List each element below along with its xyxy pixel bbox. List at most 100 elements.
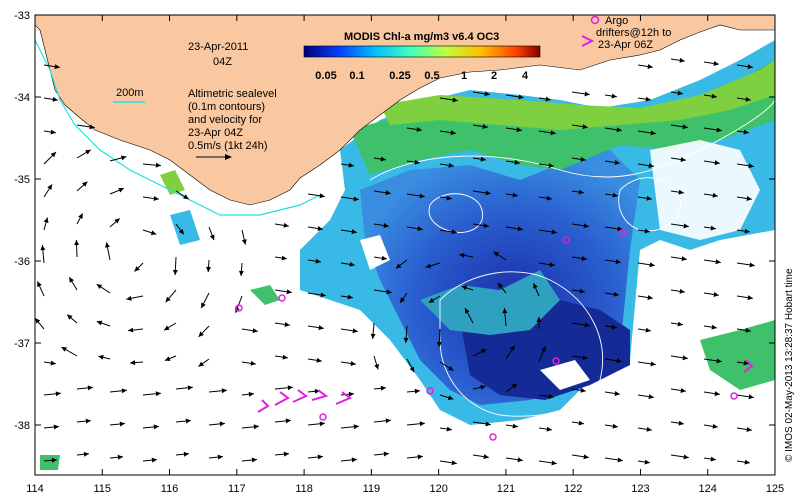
velocity-arrow bbox=[703, 391, 720, 397]
x-tick-label: 121 bbox=[497, 483, 515, 495]
velocity-arrow bbox=[670, 57, 685, 63]
velocity-arrow bbox=[571, 124, 588, 130]
velocity-arrows bbox=[35, 57, 755, 466]
velocity-arrow bbox=[373, 255, 387, 261]
velocity-arrow bbox=[373, 355, 379, 370]
velocity-arrow bbox=[439, 130, 456, 136]
velocity-arrow bbox=[43, 151, 57, 165]
velocity-arrow bbox=[703, 192, 718, 198]
velocity-arrow bbox=[472, 384, 486, 390]
velocity-arrow bbox=[505, 192, 518, 198]
velocity-arrow bbox=[104, 242, 111, 261]
plot-frame bbox=[34, 14, 776, 476]
velocity-arrow bbox=[340, 328, 358, 334]
date-label: 23-Apr-2011 bbox=[188, 41, 248, 53]
velocity-arrow bbox=[406, 193, 425, 199]
velocity-arrow bbox=[128, 327, 144, 333]
velocity-arrow bbox=[241, 360, 256, 366]
velocity-arrow bbox=[604, 457, 623, 463]
argo-drifters bbox=[235, 229, 738, 441]
velocity-arrow bbox=[208, 454, 223, 460]
velocity-arrow bbox=[538, 426, 552, 432]
velocity-arrow bbox=[241, 229, 247, 245]
velocity-arrow bbox=[43, 96, 58, 102]
velocity-scale-arrow bbox=[196, 154, 232, 160]
velocity-arrow bbox=[206, 259, 212, 273]
velocity-arrow bbox=[274, 451, 289, 457]
velocity-arrow bbox=[736, 427, 752, 432]
velocity-arrow bbox=[571, 454, 589, 460]
velocity-arrow bbox=[340, 424, 359, 430]
velocity-arrow bbox=[307, 454, 323, 460]
velocity-arrow bbox=[637, 361, 656, 367]
credit-text: © IMOS 02-May-2013 13:28:37 Hobart time bbox=[784, 268, 795, 462]
velocity-arrow bbox=[43, 217, 49, 231]
argo-legend-track bbox=[581, 35, 595, 47]
velocity-arrow bbox=[200, 292, 210, 309]
velocity-arrow bbox=[76, 149, 91, 159]
velocity-arrow bbox=[637, 64, 653, 69]
velocity-arrow bbox=[505, 226, 523, 232]
y-tick-label: -35 bbox=[14, 174, 30, 186]
velocity-arrow bbox=[406, 454, 423, 460]
velocity-arrow bbox=[439, 426, 452, 432]
velocity-arrow bbox=[736, 295, 753, 301]
velocity-arrow bbox=[538, 262, 555, 268]
velocity-arrow bbox=[571, 223, 589, 229]
velocity-arrow bbox=[165, 289, 177, 303]
velocity-arrow bbox=[406, 421, 425, 427]
colorbar bbox=[303, 45, 541, 58]
sealevel-note-1: Altimetric sealevel bbox=[188, 88, 277, 100]
velocity-arrow bbox=[43, 184, 53, 198]
velocity-arrow bbox=[637, 394, 654, 400]
velocity-arrow bbox=[736, 459, 750, 465]
velocity-arrow bbox=[307, 226, 323, 231]
velocity-arrow bbox=[373, 190, 391, 196]
velocity-arrow bbox=[373, 156, 386, 162]
velocity-arrow bbox=[571, 91, 590, 97]
x-tick-label: 117 bbox=[228, 483, 246, 495]
colorbar-tick-label: 0.05 bbox=[315, 70, 336, 82]
velocity-arrow bbox=[134, 262, 144, 272]
velocity-arrow bbox=[436, 328, 442, 348]
x-axis: 114 115 116 117 118 119 120 121 122 123 124 125 bbox=[26, 15, 784, 495]
velocity-arrow bbox=[505, 345, 515, 360]
velocity-arrow bbox=[439, 229, 457, 235]
velocity-arrow bbox=[403, 325, 409, 343]
velocity-arrow bbox=[703, 292, 719, 297]
velocity-arrow bbox=[163, 322, 177, 331]
velocity-arrow bbox=[703, 324, 717, 330]
velocity-arrow bbox=[703, 225, 716, 231]
velocity-arrow bbox=[274, 289, 292, 295]
velocity-arrow bbox=[472, 124, 488, 129]
x-tick-label: 124 bbox=[699, 483, 717, 495]
velocity-arrow bbox=[461, 285, 474, 291]
velocity-arrow bbox=[604, 423, 618, 429]
colorbar-ticks: 0.05 0.1 0.25 0.5 1 2 4 bbox=[315, 70, 529, 82]
velocity-arrow bbox=[373, 289, 392, 295]
velocity-arrow bbox=[571, 156, 586, 162]
velocity-arrow bbox=[670, 223, 689, 229]
velocity-arrow bbox=[340, 261, 355, 267]
velocity-arrow bbox=[439, 361, 454, 371]
velocity-arrow bbox=[703, 259, 721, 265]
velocity-arrow bbox=[109, 217, 121, 228]
colorbar-tick-label: 2 bbox=[491, 70, 497, 82]
x-tick-label: 123 bbox=[631, 483, 649, 495]
velocity-arrow bbox=[736, 360, 749, 366]
velocity-arrow bbox=[459, 252, 474, 258]
velocity-arrow bbox=[142, 457, 157, 463]
velocity-arrow bbox=[472, 91, 490, 97]
velocity-arrow bbox=[175, 190, 189, 200]
velocity-arrow bbox=[241, 328, 258, 334]
velocity-arrow bbox=[604, 160, 620, 165]
velocity-arrow bbox=[703, 456, 716, 462]
velocity-arrow bbox=[164, 355, 177, 361]
velocity-arrow bbox=[373, 451, 389, 457]
velocity-arrow bbox=[472, 421, 491, 427]
velocity-arrow bbox=[604, 358, 622, 364]
x-tick-label: 120 bbox=[429, 483, 447, 495]
y-tick-label: -36 bbox=[14, 256, 30, 268]
velocity-arrow bbox=[340, 391, 354, 397]
